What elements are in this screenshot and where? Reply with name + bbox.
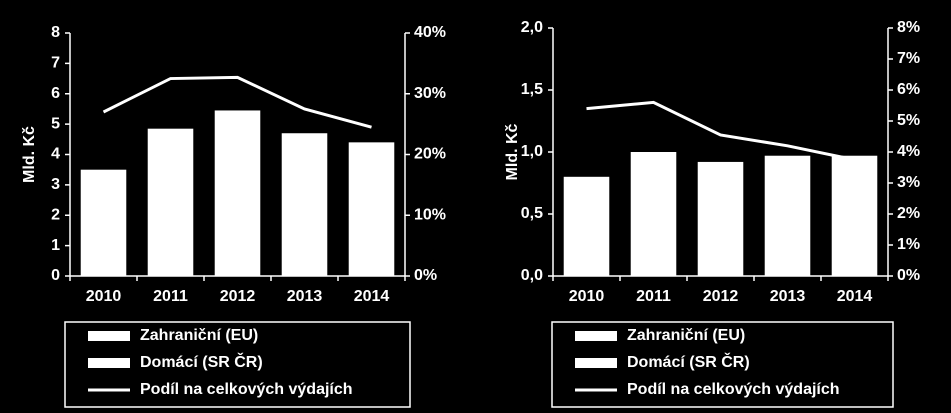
y-tick-label: 5 [51,115,60,132]
bar [214,110,261,276]
legend-box [551,321,894,408]
y2-tick-label: 6% [897,81,920,98]
legend-swatch [575,331,617,341]
bar [348,142,395,276]
y2-tick-label: 0% [897,267,920,284]
legend-swatch [575,358,617,368]
legend-label: Domácí (SR ČR) [140,352,263,371]
y-tick-label: 0,5 [521,205,543,222]
legend-label: Domácí (SR ČR) [627,352,750,371]
bar [630,152,677,276]
y-tick-label: 4 [51,146,60,163]
line-series [586,100,855,162]
x-tick-label: 2010 [86,288,122,305]
y2-tick-label: 8% [897,19,920,36]
bar [697,161,744,276]
x-tick-label: 2010 [569,288,605,305]
bar [563,176,610,276]
y-tick-label: 6 [51,85,60,102]
y-axis-label: Mld. Kč [21,126,38,183]
y2-tick-label: 40% [414,24,446,41]
legend-label: Zahraniční (EU) [140,327,258,344]
y-tick-label: 1,5 [521,81,543,98]
x-tick-label: 2012 [220,288,256,305]
x-tick-label: 2013 [287,288,323,305]
y2-tick-label: 30% [414,85,446,102]
y2-tick-label: 3% [897,174,920,191]
legend-label: Podíl na celkových výdajích [627,381,840,398]
bar [831,155,878,276]
y-tick-label: 8 [51,24,60,41]
bar [764,155,811,276]
y-tick-label: 2,0 [521,19,543,36]
legend-label: Zahraniční (EU) [627,327,745,344]
legend-swatch [88,358,130,368]
y2-tick-label: 20% [414,146,446,163]
x-tick-label: 2014 [354,288,390,305]
y2-tick-label: 7% [897,50,920,67]
bar [80,169,127,276]
legend-label: Podíl na celkových výdajích [140,381,353,398]
x-tick-label: 2014 [837,288,873,305]
y-tick-label: 3 [51,176,60,193]
y2-tick-label: 0% [414,267,437,284]
x-tick-label: 2011 [153,288,188,305]
bar [147,128,194,276]
y-axis-label: Mld. Kč [504,123,521,180]
x-tick-label: 2012 [703,288,739,305]
y-tick-label: 1 [51,237,60,254]
x-tick-label: 2013 [770,288,806,305]
y-tick-label: 2 [51,206,60,223]
legend-box [64,321,411,408]
legend-swatch [88,331,130,341]
x-tick-label: 2011 [636,288,671,305]
y-tick-label: 7 [51,55,60,72]
y2-tick-label: 5% [897,112,920,129]
bar [281,133,328,276]
y-tick-label: 0 [51,267,60,284]
line-series [102,75,372,129]
y2-tick-label: 2% [897,205,920,222]
y-tick-label: 0,0 [521,267,543,284]
y2-tick-label: 10% [414,206,446,223]
y2-tick-label: 4% [897,143,920,160]
y-tick-label: 1,0 [521,143,543,160]
y2-tick-label: 1% [897,236,920,253]
